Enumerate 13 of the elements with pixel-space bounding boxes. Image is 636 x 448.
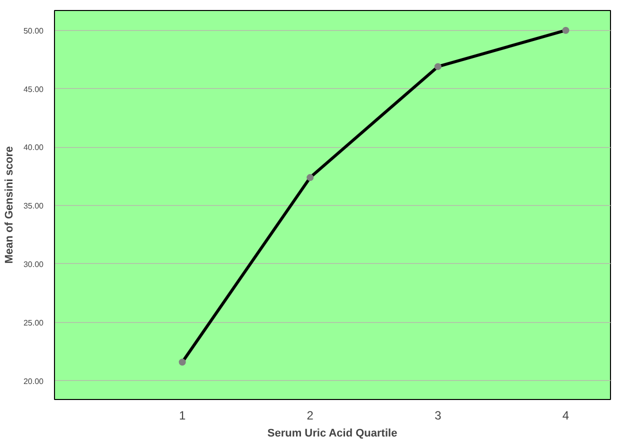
y-tick-label: 20.00 xyxy=(23,376,44,386)
y-tick-label: 30.00 xyxy=(23,260,44,269)
y-tick-label: 40.00 xyxy=(23,143,44,152)
x-tick-label: 2 xyxy=(306,408,314,422)
x-tick-label: 4 xyxy=(562,408,570,422)
y-axis-title: Mean of Gensini score xyxy=(3,146,16,264)
y-tick-label: 25.00 xyxy=(23,318,44,328)
x-tick-label: 1 xyxy=(178,408,186,422)
y-tick-label: 35.00 xyxy=(23,202,44,211)
y-tick-label: 50.00 xyxy=(23,26,44,36)
x-axis-title: Serum Uric Acid Quartile xyxy=(267,428,398,440)
x-tick-label: 3 xyxy=(434,408,442,422)
y-tick-label: 45.00 xyxy=(23,84,44,94)
